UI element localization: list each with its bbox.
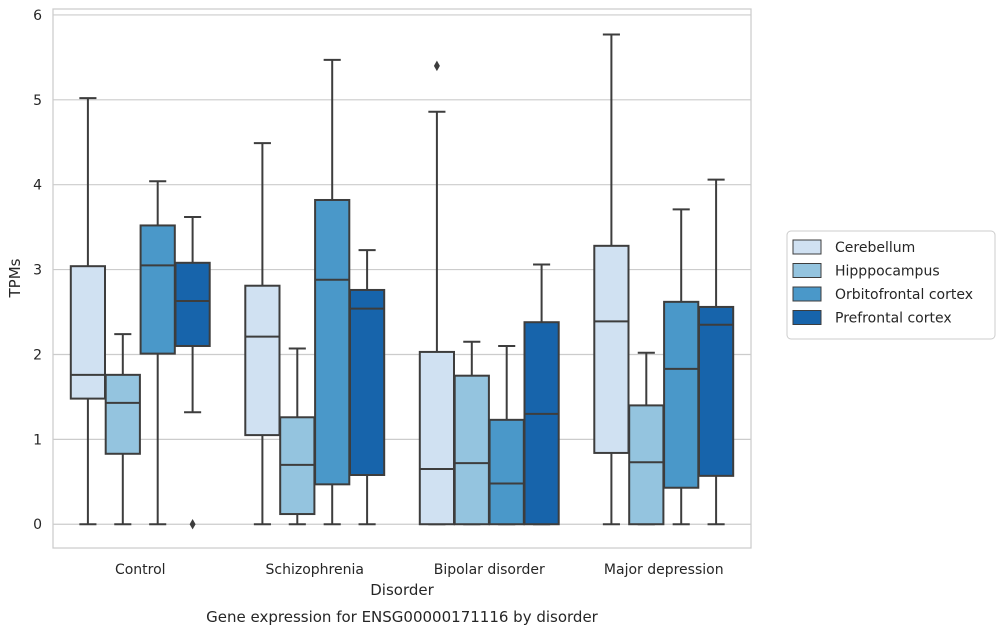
box-0-3 — [174, 215, 211, 530]
box-2-0 — [418, 60, 456, 526]
box-1-1 — [279, 347, 316, 526]
box-body — [593, 244, 630, 454]
box-body — [663, 300, 700, 489]
chart-caption: Gene expression for ENSG00000171116 by d… — [206, 608, 599, 626]
x-tick-label: Control — [115, 562, 166, 578]
y-tick-label: 6 — [33, 8, 42, 24]
box-body — [523, 321, 560, 526]
box-0-2 — [139, 180, 176, 526]
x-tick-labels: Control Schizophrenia Bipolar disorder Majo… — [115, 562, 724, 578]
box-1-3 — [348, 249, 386, 526]
box-body — [418, 350, 456, 526]
box-body — [244, 284, 281, 437]
plot-frame — [52, 8, 752, 549]
y-axis-label: TPMs — [6, 258, 24, 298]
box-body — [69, 265, 107, 400]
x-tick-label: Major depression — [604, 562, 724, 578]
legend-label: Cerebellum — [835, 240, 915, 256]
outlier-marker — [189, 519, 196, 530]
x-tick-label: Schizophrenia — [266, 562, 364, 578]
legend: Cerebellum Hipppocampus Orbitofrontal cort… — [786, 230, 996, 340]
x-axis-label: Disorder — [370, 581, 434, 599]
box-2-1 — [453, 340, 490, 526]
y-tick-label: 0 — [33, 517, 42, 533]
box-body — [488, 418, 525, 526]
box-body — [314, 198, 351, 486]
box-0-1 — [104, 333, 141, 526]
legend-label: Prefrontal cortex — [835, 311, 952, 327]
legend-swatch — [792, 286, 822, 302]
box-3-2 — [663, 208, 700, 526]
y-tick-label: 3 — [33, 263, 42, 279]
box-1-0 — [244, 142, 281, 526]
box-body — [628, 404, 665, 526]
legend-frame — [786, 230, 996, 340]
box-series — [69, 33, 735, 530]
legend-label: Orbitofrontal cortex — [835, 287, 973, 303]
y-tick-label: 2 — [33, 347, 42, 363]
y-tick-label: 5 — [33, 93, 42, 109]
x-tick-label: Bipolar disorder — [434, 562, 545, 578]
box-3-3 — [697, 178, 735, 526]
box-3-1 — [628, 351, 665, 526]
legend-swatch — [792, 239, 822, 255]
box-body — [104, 373, 141, 455]
box-body — [139, 224, 176, 355]
y-tick-label: 4 — [33, 178, 42, 194]
box-3-0 — [593, 33, 630, 526]
y-tick-labels: 0 1 2 3 4 5 6 — [33, 8, 42, 533]
legend-swatch — [792, 310, 822, 325]
box-body — [174, 261, 211, 347]
legend-label: Hipppocampus — [835, 264, 940, 280]
box-body — [348, 288, 386, 477]
box-body — [697, 305, 735, 477]
outlier-marker — [433, 60, 440, 72]
box-1-2 — [314, 58, 351, 526]
box-2-3 — [523, 263, 560, 526]
box-body — [453, 374, 490, 526]
box-0-0 — [69, 97, 107, 526]
box-2-2 — [488, 344, 525, 526]
y-tick-label: 1 — [33, 432, 42, 448]
legend-swatch — [792, 263, 822, 278]
